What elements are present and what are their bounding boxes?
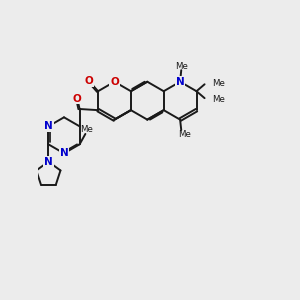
Text: Me: Me	[212, 95, 225, 104]
Text: Me: Me	[175, 61, 188, 70]
Text: Me: Me	[178, 130, 191, 139]
Text: Me: Me	[80, 125, 93, 134]
Text: Me: Me	[212, 79, 225, 88]
Text: O: O	[85, 76, 93, 86]
Text: N: N	[176, 77, 184, 87]
Text: O: O	[110, 77, 119, 87]
Text: O: O	[73, 94, 82, 103]
Text: N: N	[44, 157, 53, 167]
Text: N: N	[60, 148, 68, 158]
Text: N: N	[44, 121, 53, 131]
